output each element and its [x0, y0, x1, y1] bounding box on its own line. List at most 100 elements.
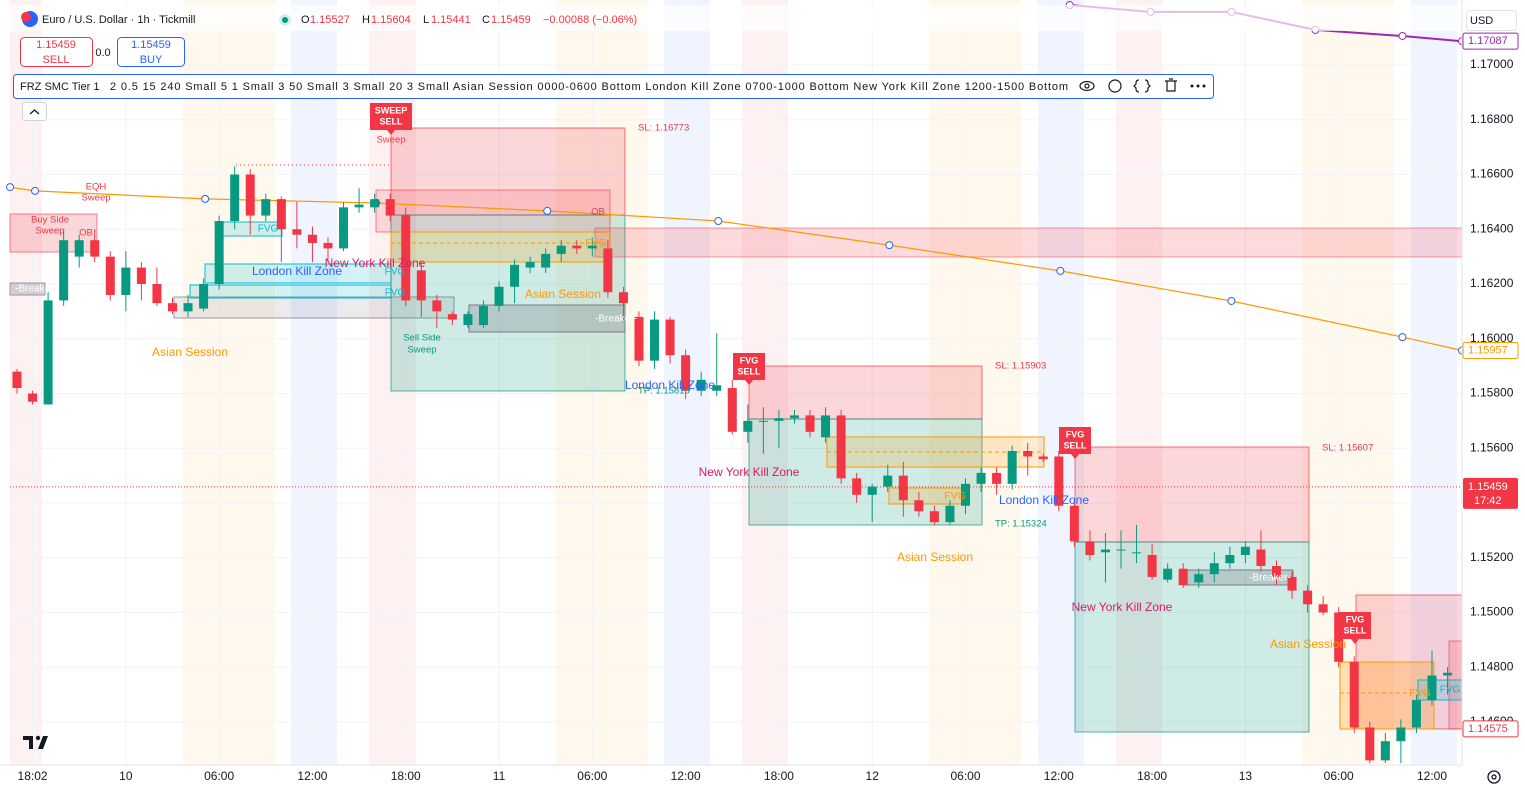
indicator-legend[interactable]: FRZ SMC Tier 1 2 0.5 15 240 Small 5 1 Sm… — [13, 74, 1214, 99]
source-icon[interactable] — [1133, 79, 1151, 93]
ohlc-key: L — [423, 14, 429, 26]
line-marker — [1398, 333, 1407, 342]
ohlc-key: H — [362, 14, 370, 26]
delete-icon[interactable] — [1165, 78, 1177, 92]
spread: 0.0 — [95, 47, 110, 59]
toolbar: Euro / U.S. Dollar · 1h · Tickmill O 1.1… — [0, 5, 1517, 784]
y-tick-label: 1.14800 — [1470, 659, 1514, 673]
annotation: Sweep — [376, 135, 405, 146]
candle-body — [681, 355, 691, 391]
line-marker — [1056, 266, 1065, 275]
x-tick-label: 12:00 — [1044, 769, 1074, 783]
candle-body — [618, 292, 628, 304]
y-tick-label: 1.17000 — [1470, 57, 1514, 71]
london-session-band — [291, 0, 337, 765]
candle-body — [370, 199, 380, 208]
market-status — [282, 17, 288, 23]
candle-body — [774, 418, 784, 421]
tradingview-logo — [23, 735, 48, 749]
candle-body — [1271, 565, 1281, 577]
candle-body — [914, 500, 924, 512]
candle-body — [245, 174, 255, 216]
candle-body — [1178, 568, 1188, 586]
x-tick-label: 06:00 — [950, 769, 980, 783]
annotation: FVG — [258, 224, 279, 235]
breaker-zone — [468, 304, 626, 333]
buy-button[interactable]: 1.15459 BUY — [117, 37, 185, 67]
ohlc-key: C — [482, 14, 490, 26]
line-marker — [31, 186, 40, 195]
candle-body — [307, 234, 317, 243]
stop-loss-zone — [390, 127, 626, 216]
ob-zone — [375, 189, 611, 233]
settings-button[interactable] — [1487, 770, 1501, 784]
price-tag-label: 1.15957 — [1468, 344, 1508, 356]
candle-body — [1380, 741, 1390, 761]
breaker-zone — [9, 282, 46, 296]
candle-body — [12, 371, 22, 389]
take-profit-zone — [390, 214, 626, 392]
candle-body — [1163, 568, 1173, 580]
fvg-zone — [189, 284, 392, 299]
line-marker — [201, 194, 210, 203]
collapse-button[interactable] — [22, 102, 47, 121]
x-tick-label: 18:00 — [391, 769, 421, 783]
price-tag — [1462, 720, 1519, 738]
x-tick-label: 06:00 — [204, 769, 234, 783]
badge-text: SELL — [379, 116, 403, 126]
annotation: Asian Session — [152, 345, 228, 359]
currency-button[interactable]: USD — [1466, 10, 1517, 31]
zones — [9, 127, 1463, 733]
annotation: FVG — [1440, 685, 1461, 696]
candle-body — [152, 284, 162, 304]
candle-body — [1147, 555, 1157, 577]
symbol-title: Euro / U.S. Dollar · 1h · Tickmill — [42, 14, 195, 26]
ohlc-value: 1.15441 — [431, 14, 471, 26]
candle-body — [587, 245, 597, 249]
asian-session-band — [183, 0, 275, 765]
candle-body — [230, 174, 240, 222]
candle-body — [727, 388, 737, 432]
line-marker — [1398, 31, 1407, 40]
annotation: SL: 1.15607 — [1322, 443, 1373, 454]
price-tag-label: 1.14575 — [1468, 723, 1508, 735]
annotation: TP: 1.15815 — [638, 386, 690, 397]
annotation: New York Kill Zone — [325, 256, 426, 270]
visibility-icon[interactable] — [1079, 80, 1095, 92]
candle-body — [276, 199, 286, 230]
annotation: TP: 1.15324 — [995, 519, 1047, 530]
line-marker — [885, 241, 894, 250]
y-tick-label: 1.15600 — [1470, 440, 1514, 454]
x-tick-label: 18:00 — [764, 769, 794, 783]
candle-body — [292, 229, 302, 235]
settings-icon[interactable] — [1108, 79, 1122, 93]
y-tick-label: 1.15800 — [1470, 386, 1514, 400]
sell-button[interactable]: 1.15459 SELL — [20, 37, 93, 67]
y-tick-label: 1.16800 — [1470, 112, 1514, 126]
visibility-icon[interactable] — [1084, 83, 1090, 89]
candle-body — [510, 264, 520, 287]
annotation: Asian Session — [1270, 637, 1346, 651]
candle-body — [1411, 700, 1421, 728]
candle-body — [712, 385, 722, 391]
candle-body — [1256, 549, 1266, 566]
signal-badge: SWEEP SELL — [370, 103, 412, 135]
y-tick-label: 1.16600 — [1470, 167, 1514, 181]
candle-body — [1240, 546, 1250, 556]
annotation: New York Kill Zone — [699, 465, 800, 479]
candle-body — [1023, 450, 1033, 457]
y-tick-label: 1.15000 — [1470, 605, 1514, 619]
candle-body — [556, 245, 566, 254]
line-marker — [6, 183, 14, 192]
x-tick-label: 12:00 — [297, 769, 327, 783]
more-icon[interactable] — [1190, 84, 1206, 88]
candle-body — [447, 314, 457, 320]
candle-body — [572, 245, 582, 249]
candle-body — [1194, 574, 1204, 583]
annotation: London Kill Zone — [999, 493, 1089, 507]
candle-body — [1303, 590, 1313, 605]
candle-body — [1334, 612, 1344, 662]
last-price-tag — [1463, 477, 1518, 509]
candle-body — [463, 314, 473, 326]
